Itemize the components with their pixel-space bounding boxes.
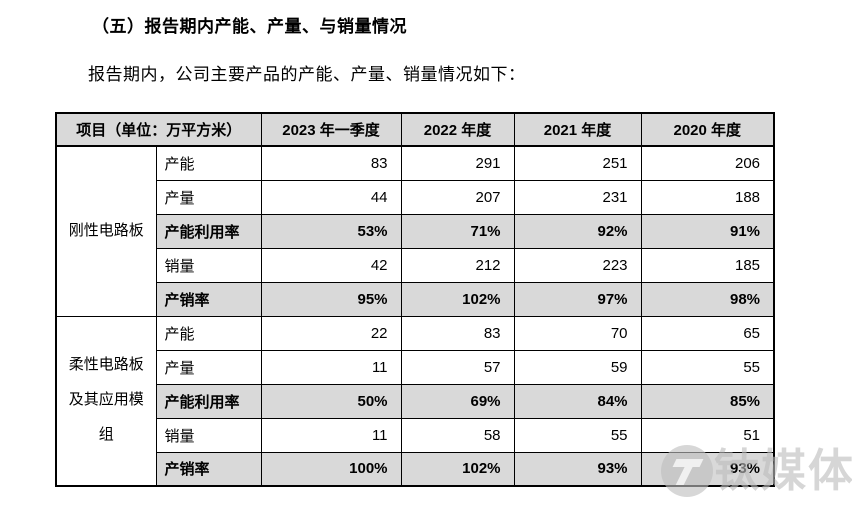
cell-value: 291 <box>400 145 515 181</box>
cell-value: 11 <box>260 349 402 385</box>
cell-value: 53% <box>260 213 402 249</box>
section-heading: （五）报告期内产能、产量、与销量情况 <box>92 17 407 36</box>
cell-value: 93% <box>513 451 642 487</box>
table-row: 柔性电路板及其应用模组 产能 22 83 70 65 <box>55 315 775 487</box>
cell-value: 102% <box>400 281 515 317</box>
group-label: 刚性电路板 <box>68 222 144 239</box>
row-label: 产能 <box>155 145 262 181</box>
cell-value: 22 <box>260 315 402 351</box>
intro-paragraph: 报告期内，公司主要产品的产能、产量、销量情况如下： <box>88 65 526 84</box>
cell-value: 84% <box>513 383 642 419</box>
cell-value: 231 <box>513 179 642 215</box>
cell-value: 251 <box>513 145 642 181</box>
row-label: 产销率 <box>155 281 262 317</box>
cell-value: 83 <box>400 315 515 351</box>
row-label: 产能利用率 <box>155 213 262 249</box>
group-cell-rigid-pcb: 刚性电路板 <box>55 145 157 317</box>
header-cell-2020: 2020 年度 <box>640 112 775 147</box>
cell-value: 51 <box>640 417 775 453</box>
capacity-output-sales-table: 项目（单位：万平方米） 2023 年一季度 2022 年度 2021 年度 20… <box>55 112 776 487</box>
cell-value: 83 <box>260 145 402 181</box>
row-label: 产销率 <box>155 451 262 487</box>
group-cell-flex-pcb: 柔性电路板及其应用模组 <box>55 315 157 487</box>
row-label: 销量 <box>155 417 262 453</box>
table-row: 销量 11 58 55 51 <box>56 417 775 453</box>
cell-value: 71% <box>400 213 515 249</box>
cell-value: 57 <box>400 349 515 385</box>
cell-value: 55 <box>513 417 642 453</box>
table-row: 销量 42 212 223 185 <box>56 247 775 283</box>
table-row-highlight: 产销率 100% 102% 93% 93% <box>56 451 775 487</box>
table-row: 刚性电路板 产能 83 291 251 206 <box>55 145 775 317</box>
cell-value: 98% <box>640 281 775 317</box>
row-label: 产能 <box>155 315 262 351</box>
cell-value: 223 <box>513 247 642 283</box>
cell-value: 50% <box>260 383 402 419</box>
cell-value: 70 <box>513 315 642 351</box>
cell-value: 85% <box>640 383 775 419</box>
header-cell-2022: 2022 年度 <box>400 112 515 147</box>
cell-value: 58 <box>400 417 515 453</box>
row-label: 产能利用率 <box>155 383 262 419</box>
cell-value: 92% <box>513 213 642 249</box>
cell-value: 188 <box>640 179 775 215</box>
cell-value: 65 <box>640 315 775 351</box>
cell-value: 185 <box>640 247 775 283</box>
table-row-highlight: 产销率 95% 102% 97% 98% <box>56 281 775 317</box>
header-cell-item: 项目（单位：万平方米） <box>55 112 262 147</box>
cell-value: 102% <box>400 451 515 487</box>
cell-value: 91% <box>640 213 775 249</box>
cell-value: 44 <box>260 179 402 215</box>
row-label: 销量 <box>155 247 262 283</box>
table-row: 产量 44 207 231 188 <box>56 179 775 215</box>
header-cell-2021: 2021 年度 <box>513 112 642 147</box>
cell-value: 55 <box>640 349 775 385</box>
cell-value: 42 <box>260 247 402 283</box>
row-label: 产量 <box>155 349 262 385</box>
table-header-row: 项目（单位：万平方米） 2023 年一季度 2022 年度 2021 年度 20… <box>55 112 775 147</box>
cell-value: 93% <box>640 451 775 487</box>
row-label: 产量 <box>155 179 262 215</box>
cell-value: 212 <box>400 247 515 283</box>
cell-value: 95% <box>260 281 402 317</box>
cell-value: 11 <box>260 417 402 453</box>
header-cell-2023q1: 2023 年一季度 <box>260 112 402 147</box>
group-label: 柔性电路板及其应用模组 <box>68 357 144 444</box>
cell-value: 69% <box>400 383 515 419</box>
cell-value: 59 <box>513 349 642 385</box>
table-row-highlight: 产能利用率 50% 69% 84% 85% <box>56 383 775 419</box>
cell-value: 206 <box>640 145 775 181</box>
table-row-highlight: 产能利用率 53% 71% 92% 91% <box>56 213 775 249</box>
table-row: 产量 11 57 59 55 <box>56 349 775 385</box>
cell-value: 100% <box>260 451 402 487</box>
cell-value: 97% <box>513 281 642 317</box>
cell-value: 207 <box>400 179 515 215</box>
